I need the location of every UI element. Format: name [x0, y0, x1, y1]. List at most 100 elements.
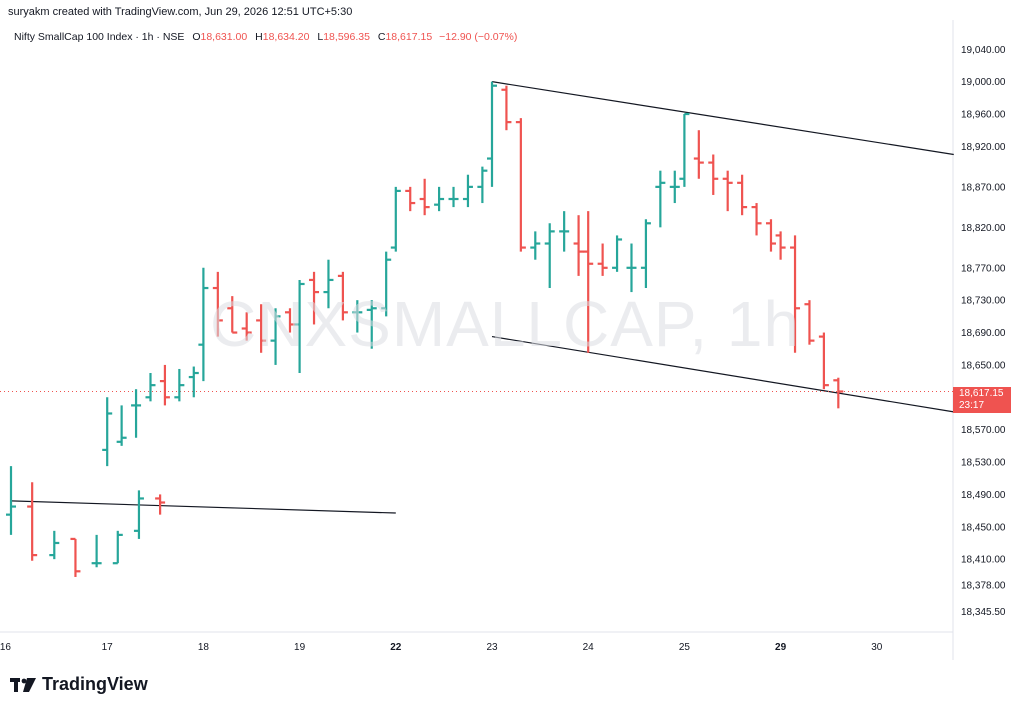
- price-tick-label: 18,960.00: [961, 110, 1006, 121]
- price-tick-label: 18,378.00: [961, 581, 1006, 592]
- ohlc-bar[interactable]: [188, 366, 199, 398]
- ohlc-bar[interactable]: [270, 308, 281, 365]
- price-tick-label: 18,570.00: [961, 425, 1006, 436]
- price-tick-label: 18,730.00: [961, 296, 1006, 307]
- ohlc-bar[interactable]: [323, 259, 334, 309]
- tradingview-brand: TradingView: [42, 674, 148, 694]
- ohlc-bar[interactable]: [131, 389, 142, 438]
- close-label: C: [377, 31, 386, 43]
- price-tick-label: 18,920.00: [961, 142, 1006, 153]
- trendlines[interactable]: [10, 81, 954, 514]
- ohlc-bar[interactable]: [145, 373, 156, 402]
- ohlc-bar[interactable]: [390, 186, 401, 252]
- ohlc-bar[interactable]: [462, 174, 473, 208]
- ohlc-bar[interactable]: [256, 304, 267, 353]
- ohlc-bar[interactable]: [309, 271, 320, 325]
- symbol-name[interactable]: Nifty SmallCap 100 Index · 1h · NSE: [14, 31, 185, 43]
- ohlc-bar[interactable]: [790, 235, 801, 353]
- ohlc-bar[interactable]: [818, 332, 829, 390]
- ohlc-bar[interactable]: [49, 530, 60, 560]
- ohlc-bar[interactable]: [366, 300, 377, 349]
- ohlc-bar[interactable]: [91, 534, 102, 568]
- ohlc-bar[interactable]: [612, 235, 623, 272]
- price-tick-label: 18,770.00: [961, 263, 1006, 274]
- ohlc-bar[interactable]: [515, 118, 526, 252]
- ohlc-bars[interactable]: [6, 81, 844, 577]
- ohlc-bar[interactable]: [155, 494, 166, 515]
- ohlc-bar[interactable]: [381, 251, 392, 317]
- ohlc-bar[interactable]: [669, 170, 680, 204]
- open-value: 18,631.00: [200, 31, 248, 43]
- ohlc-bar[interactable]: [159, 364, 170, 406]
- price-tick-label: 18,345.50: [961, 607, 1006, 618]
- ohlc-bar[interactable]: [597, 243, 608, 276]
- tradingview-logo[interactable]: TradingView: [10, 674, 148, 695]
- price-tick-label: 18,450.00: [961, 522, 1006, 533]
- ohlc-bar[interactable]: [116, 405, 127, 446]
- ohlc-bar[interactable]: [352, 300, 363, 333]
- ohlc-bar[interactable]: [626, 243, 637, 293]
- ohlc-bar[interactable]: [102, 397, 113, 467]
- ohlc-bar[interactable]: [530, 231, 541, 260]
- ohlc-bar[interactable]: [212, 271, 223, 337]
- ohlc-bar[interactable]: [174, 368, 185, 402]
- ohlc-bar[interactable]: [112, 530, 123, 565]
- ohlc-bar[interactable]: [405, 186, 416, 212]
- price-tick-label: 18,650.00: [961, 360, 1006, 371]
- open-label: O: [192, 31, 201, 43]
- ohlc-bar[interactable]: [294, 279, 305, 374]
- change-value: −12.90 (−0.07%): [439, 31, 518, 43]
- time-tick-label: 25: [679, 642, 691, 653]
- price-axis[interactable]: 19,040.00 19,000.00 18,960.00 18,920.00 18,8…: [961, 45, 1006, 618]
- ohlc-bar[interactable]: [6, 466, 16, 535]
- price-tick-label: 19,040.00: [961, 45, 1006, 56]
- ohlc-bar[interactable]: [693, 130, 704, 179]
- time-tick-label: 22: [390, 642, 402, 653]
- ohlc-bar[interactable]: [419, 178, 430, 216]
- trendline-2[interactable]: [10, 500, 396, 514]
- ohlc-bar[interactable]: [487, 81, 497, 187]
- ohlc-bar[interactable]: [227, 296, 238, 334]
- time-tick-label: 24: [583, 642, 595, 653]
- ohlc-bar[interactable]: [337, 271, 348, 321]
- time-tick-label: 29: [775, 642, 787, 653]
- ohlc-bar[interactable]: [679, 112, 690, 187]
- bar-countdown: 23:17: [959, 400, 985, 411]
- ohlc-bar[interactable]: [765, 219, 776, 252]
- symbol-legend: Nifty SmallCap 100 Index · 1h · NSE O18,…: [14, 31, 517, 43]
- ohlc-bar[interactable]: [448, 186, 459, 208]
- price-tick-label: 19,000.00: [961, 77, 1006, 88]
- ohlc-bar[interactable]: [583, 211, 594, 353]
- price-tick-label: 18,530.00: [961, 458, 1006, 469]
- ohlc-bar[interactable]: [722, 170, 733, 212]
- ohlc-bar[interactable]: [737, 174, 748, 216]
- ohlc-bar[interactable]: [833, 377, 844, 409]
- time-axis[interactable]: 16 17 18 19 22 23 24 25 29 30: [0, 642, 883, 653]
- ohlc-bar[interactable]: [559, 211, 570, 252]
- ohlc-bar[interactable]: [775, 231, 786, 260]
- low-label: L: [317, 31, 324, 43]
- price-tick-label: 18,820.00: [961, 223, 1006, 234]
- ohlc-bar[interactable]: [477, 166, 488, 204]
- last-price-tag: 18,617.15 23:17: [953, 387, 1011, 413]
- ohlc-bar[interactable]: [70, 537, 81, 577]
- trendline-0[interactable]: [491, 81, 954, 156]
- ohlc-bar[interactable]: [544, 223, 555, 289]
- ohlc-bar[interactable]: [573, 215, 584, 276]
- ohlc-bar[interactable]: [501, 85, 512, 131]
- ohlc-bar[interactable]: [198, 267, 209, 382]
- ohlc-bar[interactable]: [708, 154, 719, 195]
- ohlc-bar[interactable]: [655, 170, 666, 228]
- ohlc-bar[interactable]: [804, 300, 815, 345]
- close-value: 18,617.15: [385, 31, 433, 43]
- ohlc-bar[interactable]: [241, 312, 252, 341]
- trendline-1[interactable]: [491, 336, 954, 413]
- ohlc-bar[interactable]: [27, 482, 38, 561]
- ohlc-bar[interactable]: [434, 186, 445, 212]
- time-tick-label: 16: [0, 642, 11, 653]
- ohlc-bar[interactable]: [133, 490, 144, 539]
- ohlc-bar[interactable]: [640, 219, 651, 289]
- ohlc-bar[interactable]: [751, 203, 762, 236]
- ohlc-bar[interactable]: [284, 308, 295, 333]
